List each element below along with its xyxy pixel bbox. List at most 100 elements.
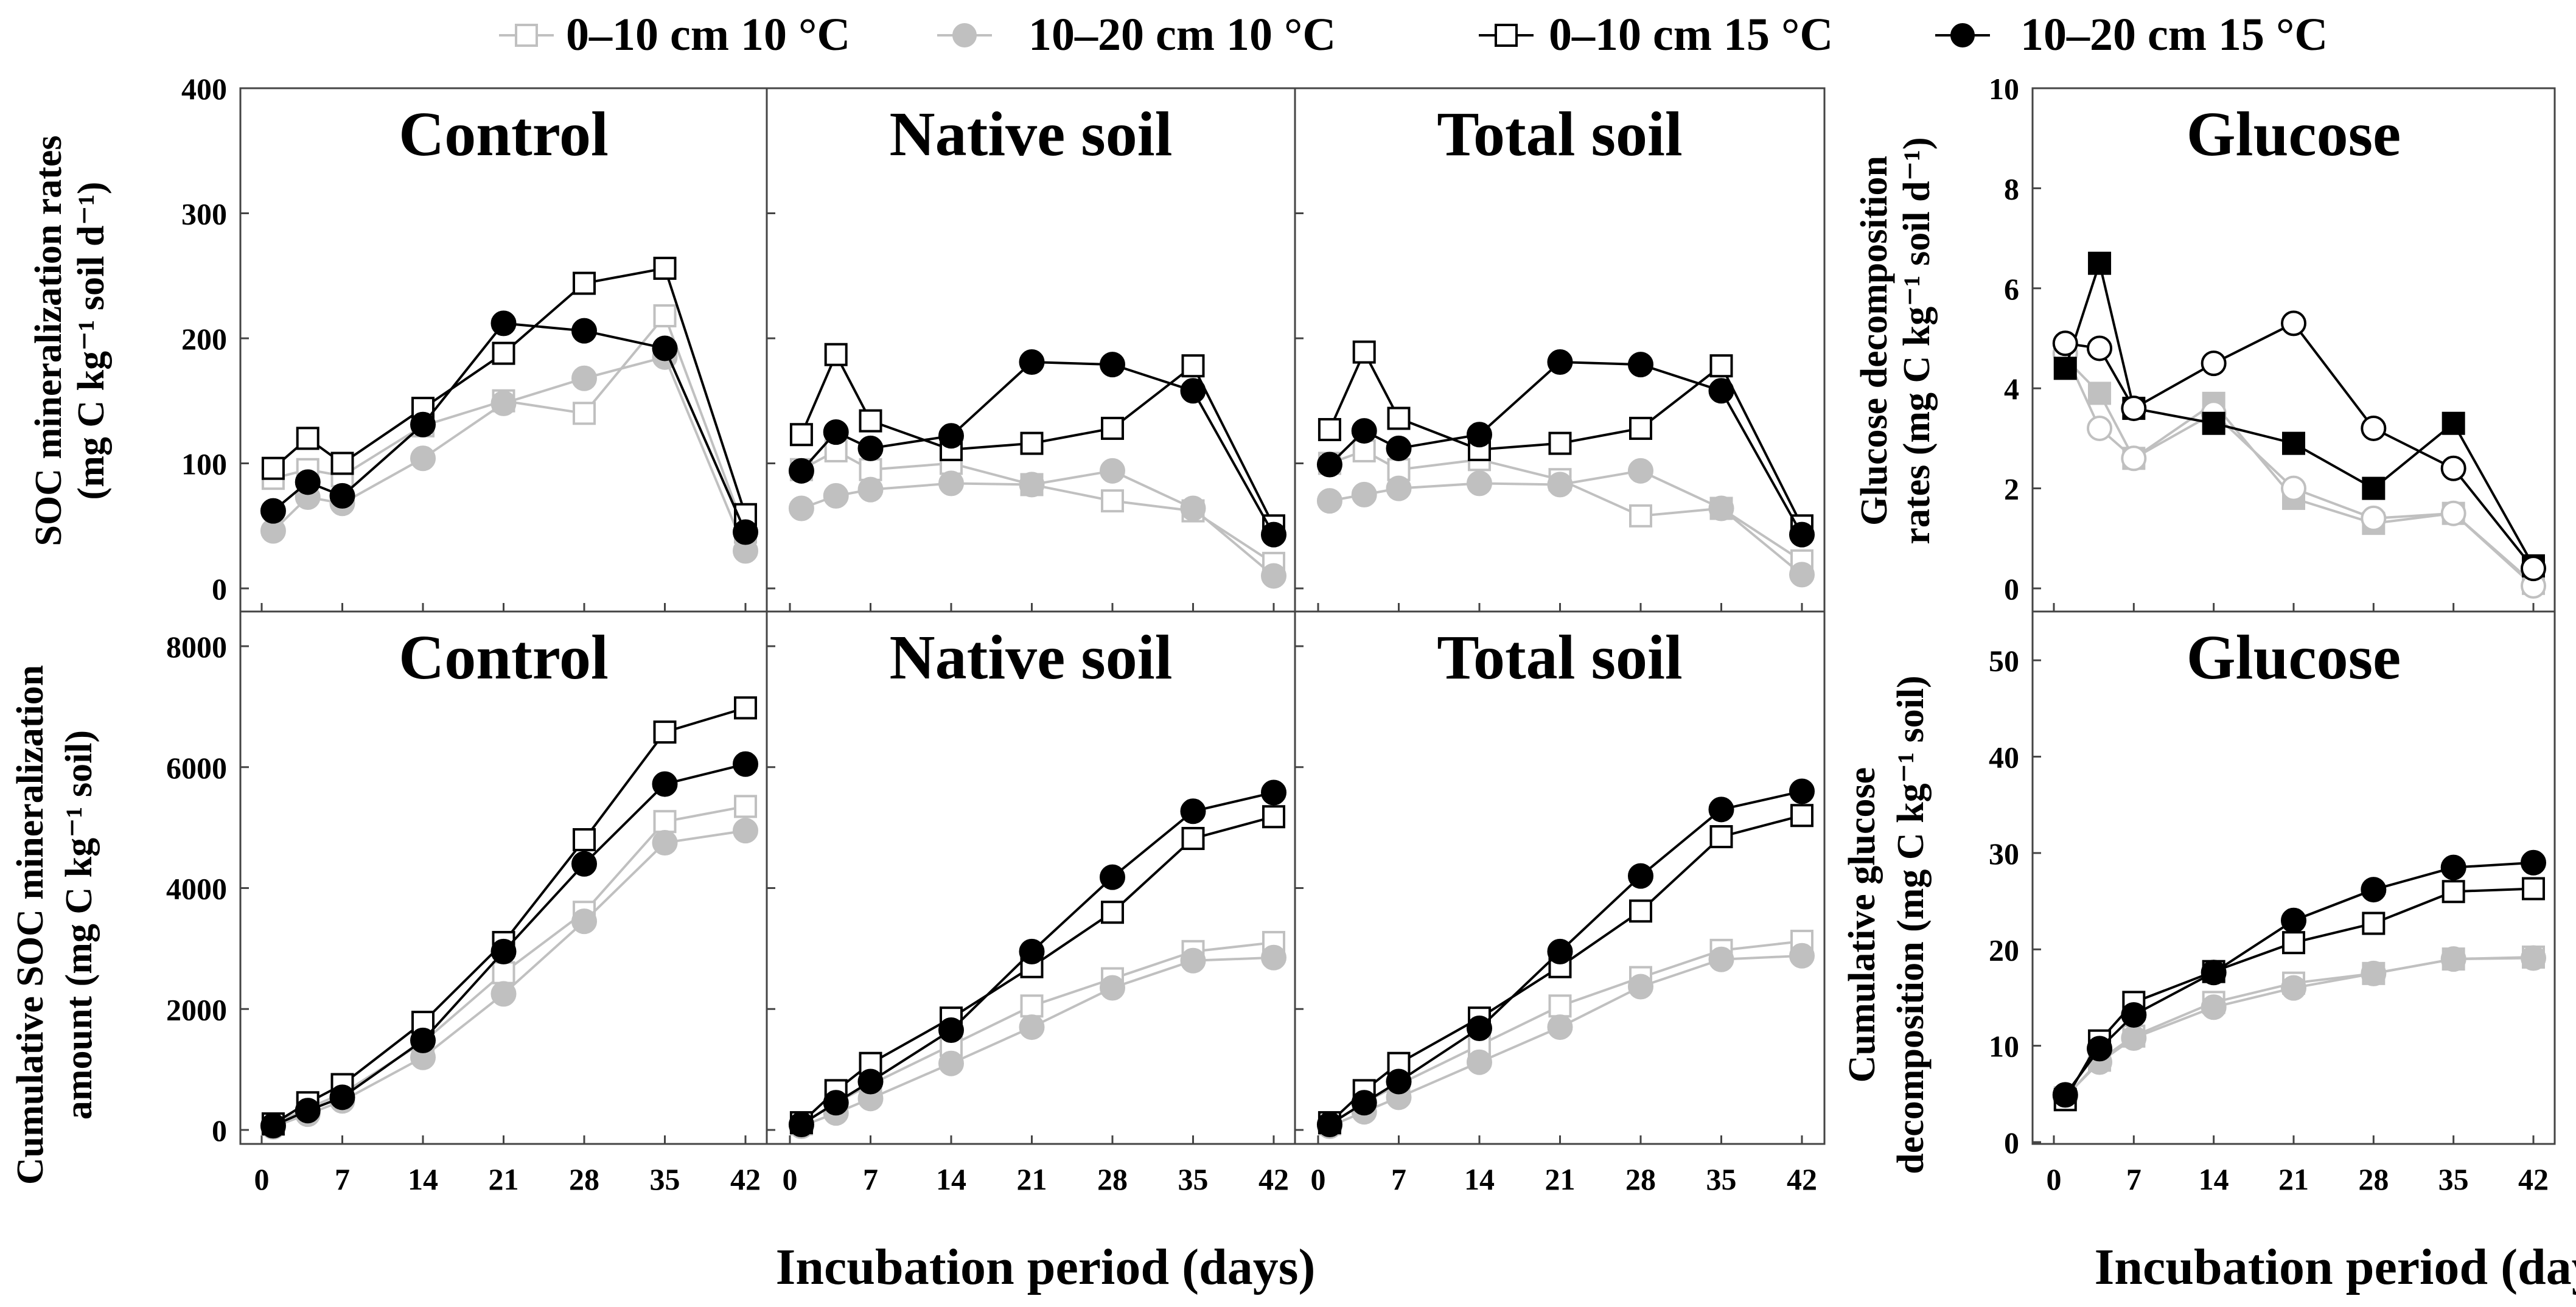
data-point [295, 469, 321, 495]
x-tick-label: 7 [335, 1162, 350, 1196]
y-tick-label: 4000 [166, 872, 227, 906]
x-tick-label: 28 [2358, 1162, 2389, 1196]
data-point [652, 771, 678, 797]
series-line [272, 706, 746, 1125]
series-10-20-cm-15-c [1316, 349, 1815, 548]
y-tick-label: 8000 [166, 630, 227, 664]
ylabel-soc-cum: Cumulative SOC mineralization amount (mg… [10, 665, 100, 1185]
y-tick-label: 100 [181, 447, 227, 481]
x-tick-label: 42 [2518, 1162, 2549, 1196]
data-point [2087, 335, 2113, 361]
x-axis [2053, 603, 2535, 612]
data-point [261, 456, 285, 480]
panel-title: Total soil [1437, 622, 1683, 692]
data-point [1467, 1016, 1492, 1042]
series-10-20-cm-10-c [788, 458, 1286, 589]
data-point [1789, 521, 1815, 548]
panel-6-total-soil: 0 7 14 21 28 35 42 Total soil [1294, 610, 1826, 1196]
x-tick-label: 35 [1178, 1162, 1209, 1196]
data-point [653, 256, 677, 280]
data-point [1352, 340, 1376, 364]
xlabel-glucose: Incubation period (days) [2095, 1239, 2576, 1295]
x-tick-label: 35 [1706, 1162, 1737, 1196]
legend-label-1: 10–20 cm 10 °C [1028, 9, 1336, 60]
legend-marker-0 [515, 24, 538, 47]
data-point [2052, 330, 2078, 357]
data-point [1181, 827, 1205, 851]
series-line [2064, 259, 2535, 566]
legend-label-3: 10–20 cm 15 °C [2020, 9, 2328, 60]
data-point [1261, 563, 1286, 589]
data-point [2440, 854, 2466, 880]
data-point [2282, 431, 2305, 455]
legend-label-2: 0–10 cm 15 °C [1549, 9, 1833, 60]
data-point [733, 818, 758, 844]
series-10-20-cm-15-c [788, 779, 1286, 1138]
data-point [1708, 946, 1734, 972]
ylabel-glc-rate-line2: rates (mg C kg⁻¹ soil d⁻¹) [1896, 137, 1938, 544]
y-tick-label: 30 [1989, 837, 2019, 871]
x-tick-label: 21 [1017, 1162, 1047, 1196]
legend-label-0: 0–10 cm 10 °C [566, 9, 850, 60]
x-tick-label: 14 [2199, 1162, 2229, 1196]
legend-entry-3: 10–20 cm 15 °C [1935, 9, 2328, 60]
x-axis: 0 7 14 21 28 35 42 [783, 1135, 1289, 1196]
data-point [1547, 938, 1573, 964]
data-point [1628, 863, 1653, 889]
data-point [1387, 406, 1411, 430]
data-point [1316, 451, 1342, 478]
data-point [2521, 849, 2546, 876]
ylabel-soc-cum-line1: Cumulative SOC mineralization [10, 665, 51, 1185]
data-point [2361, 415, 2387, 441]
data-point [410, 1027, 436, 1053]
legend-entry-2: 0–10 cm 15 °C [1479, 9, 1833, 60]
legend-marker-3 [1950, 23, 1975, 47]
ylabel-glc-rate-line1: Glucose decomposition [1854, 156, 1895, 526]
data-point [2281, 907, 2306, 933]
y-axis [1295, 645, 1304, 1131]
series-0-10-cm-10-c [789, 439, 1285, 575]
data-point [733, 519, 758, 545]
data-point [857, 1068, 884, 1095]
data-point [2361, 877, 2387, 903]
data-point [788, 1112, 814, 1138]
data-point [260, 1113, 286, 1139]
data-point [1261, 944, 1286, 971]
data-point [1351, 418, 1377, 444]
data-point [823, 1090, 849, 1116]
data-point [2440, 455, 2466, 481]
series-10-20-cm-15-c [788, 349, 1286, 548]
data-point [492, 341, 515, 365]
data-point [2088, 251, 2112, 275]
data-point [573, 271, 596, 295]
data-point [1628, 458, 1653, 484]
data-point [1020, 431, 1044, 455]
y-tick-label: 200 [181, 322, 227, 356]
data-point [1316, 488, 1342, 514]
panel-1-native-soil: Native soil [766, 87, 1296, 613]
y-tick-label: 40 [1989, 741, 2019, 775]
data-point [2202, 411, 2225, 435]
data-point [490, 390, 517, 416]
x-tick-label: 0 [1311, 1162, 1326, 1196]
series-0-10-cm-10-c [1318, 439, 1813, 573]
data-point [1101, 416, 1124, 440]
legend-marker-1 [952, 23, 977, 47]
data-point [1100, 864, 1125, 890]
series-10-20-cm-15-c [260, 751, 758, 1139]
ylabel-glc-cum-line2: decomposition (mg C kg⁻¹ soil) [1890, 675, 1932, 1174]
panel-5-native-soil: 0 7 14 21 28 35 42 Native soil [766, 610, 1296, 1196]
data-point [260, 498, 286, 524]
data-point [1629, 416, 1652, 440]
x-tick-label: 14 [1464, 1162, 1495, 1196]
y-axis: 0 10 20 30 40 50 [1989, 644, 2041, 1160]
data-point [1789, 562, 1815, 588]
y-tick-label: 0 [212, 1114, 227, 1148]
data-point [1180, 947, 1206, 974]
data-point [1708, 796, 1734, 823]
data-point [789, 423, 813, 447]
data-point [329, 1084, 355, 1110]
data-point [652, 335, 678, 361]
y-tick-label: 10 [1989, 1030, 2019, 1064]
data-point [1019, 1014, 1045, 1040]
